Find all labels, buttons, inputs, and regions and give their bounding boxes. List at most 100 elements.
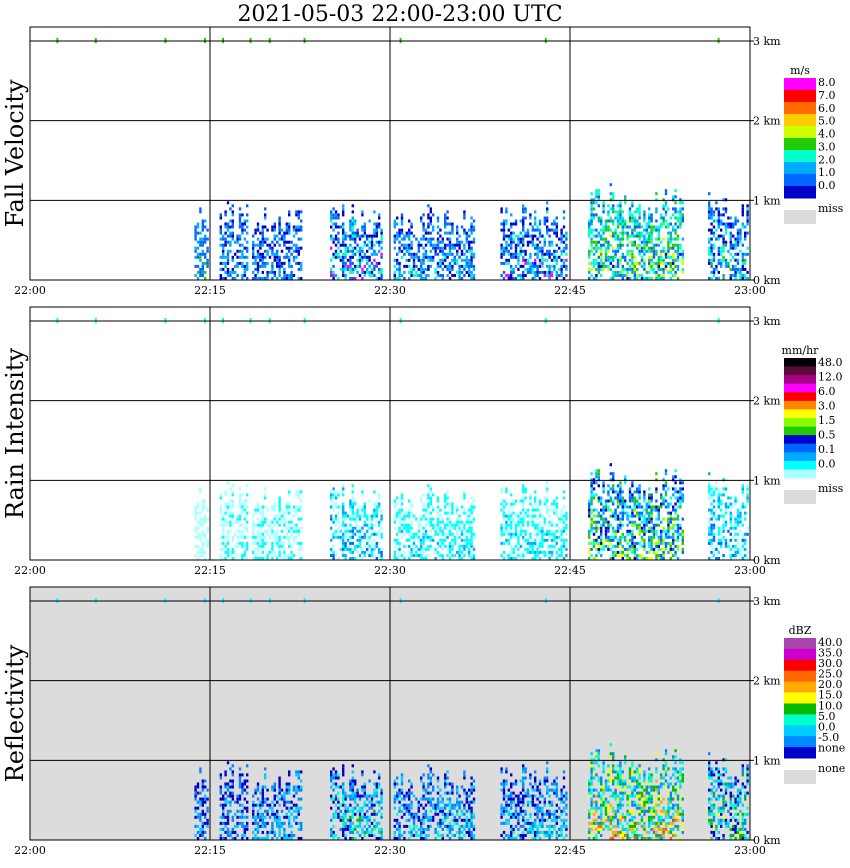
echo-cell	[288, 529, 291, 533]
echo-layer	[194, 743, 749, 840]
echo-cell	[241, 803, 244, 807]
echo-cell	[470, 264, 473, 268]
echo-cell	[229, 794, 232, 798]
echo-cell	[342, 547, 345, 551]
echo-cell	[708, 526, 711, 530]
echo-cell	[720, 261, 723, 265]
echo-cell	[669, 277, 672, 280]
echo-cell	[472, 264, 476, 268]
echo-cell	[410, 554, 413, 557]
echo-cell	[650, 240, 653, 244]
echo-cell	[507, 234, 510, 238]
echo-cell	[300, 508, 303, 512]
echo-cell	[626, 505, 629, 509]
echo-cell	[422, 255, 425, 259]
echo-cell	[604, 255, 608, 259]
echo-cell	[354, 502, 357, 506]
echo-cell	[354, 252, 357, 256]
echo-cell	[334, 803, 338, 807]
echo-cell	[636, 541, 639, 545]
echo-cell	[548, 547, 551, 551]
echo-cell	[358, 261, 362, 265]
echo-cell	[722, 478, 725, 482]
echo-cell	[231, 782, 234, 786]
colorbar-swatch	[784, 358, 816, 368]
echo-cell	[271, 809, 274, 813]
echo-cell	[236, 797, 239, 801]
echo-cell	[201, 541, 204, 545]
echo-cell	[252, 246, 255, 250]
echo-cell	[614, 255, 617, 259]
echo-cell	[266, 508, 269, 512]
echo-cell	[292, 514, 296, 518]
echo-cell	[424, 267, 428, 271]
echo-cell	[616, 261, 620, 265]
echo-cell	[722, 538, 725, 542]
echo-cell	[626, 532, 629, 536]
echo-cell	[612, 484, 615, 488]
echo-cell	[507, 532, 510, 536]
echo-cell	[358, 532, 362, 536]
echo-cell	[609, 463, 612, 467]
echo-cell	[259, 264, 262, 268]
echo-cell	[236, 544, 239, 548]
echo-cell	[256, 837, 260, 840]
echo-cell	[334, 815, 338, 819]
echo-cell	[441, 557, 444, 560]
echo-cell	[588, 535, 591, 539]
echo-cell	[720, 234, 723, 238]
echo-cell	[283, 550, 286, 554]
echo-cell	[285, 788, 288, 792]
echo-cell	[669, 261, 672, 265]
echo-cell	[602, 228, 605, 232]
echo-cell	[708, 252, 711, 256]
echo-cell	[643, 523, 646, 527]
echo-cell	[351, 791, 354, 795]
echo-cell	[398, 514, 401, 518]
echo-cell	[332, 207, 335, 211]
echo-cell	[514, 526, 518, 530]
echo-cell	[271, 252, 274, 256]
echo-cell	[194, 246, 197, 250]
echo-cell	[334, 785, 338, 789]
echo-cell	[241, 837, 244, 840]
echo-cell	[344, 529, 347, 533]
echo-cell	[619, 204, 622, 208]
echo-cell	[351, 249, 354, 253]
echo-cell	[238, 496, 242, 500]
echo-cell	[439, 228, 442, 232]
echo-cell	[204, 517, 207, 521]
echo-cell	[736, 514, 740, 518]
echo-cell	[380, 508, 383, 512]
echo-cell	[529, 240, 532, 244]
echo-cell	[436, 517, 440, 521]
echo-cell	[351, 222, 354, 226]
echo-cell	[633, 210, 636, 214]
echo-cell	[261, 277, 264, 280]
echo-cell	[472, 274, 476, 277]
echo-cell	[283, 827, 286, 831]
echo-cell	[283, 800, 286, 804]
echo-cell	[231, 791, 234, 795]
echo-cell	[444, 252, 447, 256]
echo-cell	[231, 557, 234, 560]
echo-cell	[398, 246, 401, 250]
echo-cell	[736, 499, 740, 503]
echo-cell	[619, 511, 622, 515]
echo-cell	[278, 791, 281, 795]
echo-cell	[405, 511, 408, 515]
echo-cell	[351, 252, 354, 256]
echo-cell	[278, 261, 281, 265]
echo-cell	[441, 538, 444, 542]
echo-cell	[541, 541, 544, 545]
echo-cell	[722, 520, 725, 524]
echo-cell	[436, 219, 440, 223]
echo-cell	[259, 815, 262, 819]
echo-cell	[349, 517, 352, 521]
echo-cell	[231, 538, 234, 542]
echo-cell	[236, 834, 239, 837]
echo-cell	[609, 514, 612, 518]
echo-cell	[436, 496, 440, 500]
echo-cell	[519, 246, 522, 250]
echo-cell	[356, 508, 359, 512]
